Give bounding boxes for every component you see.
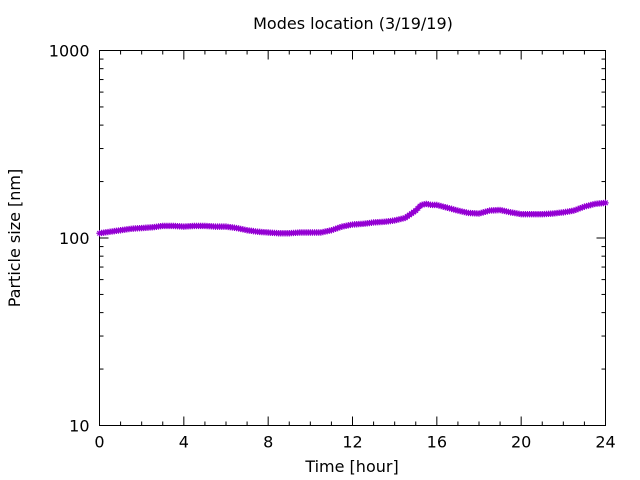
- data-point: [579, 204, 586, 211]
- data-point: [332, 225, 339, 232]
- data-point: [602, 199, 609, 207]
- data-point: [328, 227, 335, 234]
- data-point: [330, 226, 337, 233]
- data-point: [574, 205, 582, 213]
- data-point: [570, 207, 578, 214]
- y-tick-label: 10: [69, 417, 89, 436]
- y-axis: 10 100 1000: [49, 42, 606, 436]
- data-point: [336, 224, 344, 231]
- x-axis: 0 4 8 12 16 20 24: [94, 50, 616, 452]
- y-tick-label: 1000: [49, 42, 90, 61]
- x-tick-label: 16: [427, 433, 447, 452]
- x-tick-label: 20: [511, 433, 531, 452]
- data-point: [577, 205, 584, 212]
- data-point: [572, 206, 580, 214]
- chart-title: Modes location (3/19/19): [253, 14, 453, 33]
- x-tick-label: 4: [179, 433, 189, 452]
- x-tick-label: 12: [342, 433, 362, 452]
- y-tick-label: 100: [59, 229, 90, 248]
- series-group: [96, 199, 609, 237]
- data-point: [334, 224, 341, 232]
- x-tick-label: 24: [595, 433, 615, 452]
- plot-frame: [99, 50, 606, 426]
- x-tick-label: 8: [263, 433, 273, 452]
- x-axis-label: Time [hour]: [304, 457, 398, 476]
- y-axis-label: Particle size [nm]: [5, 169, 24, 308]
- x-tick-label: 0: [94, 433, 104, 452]
